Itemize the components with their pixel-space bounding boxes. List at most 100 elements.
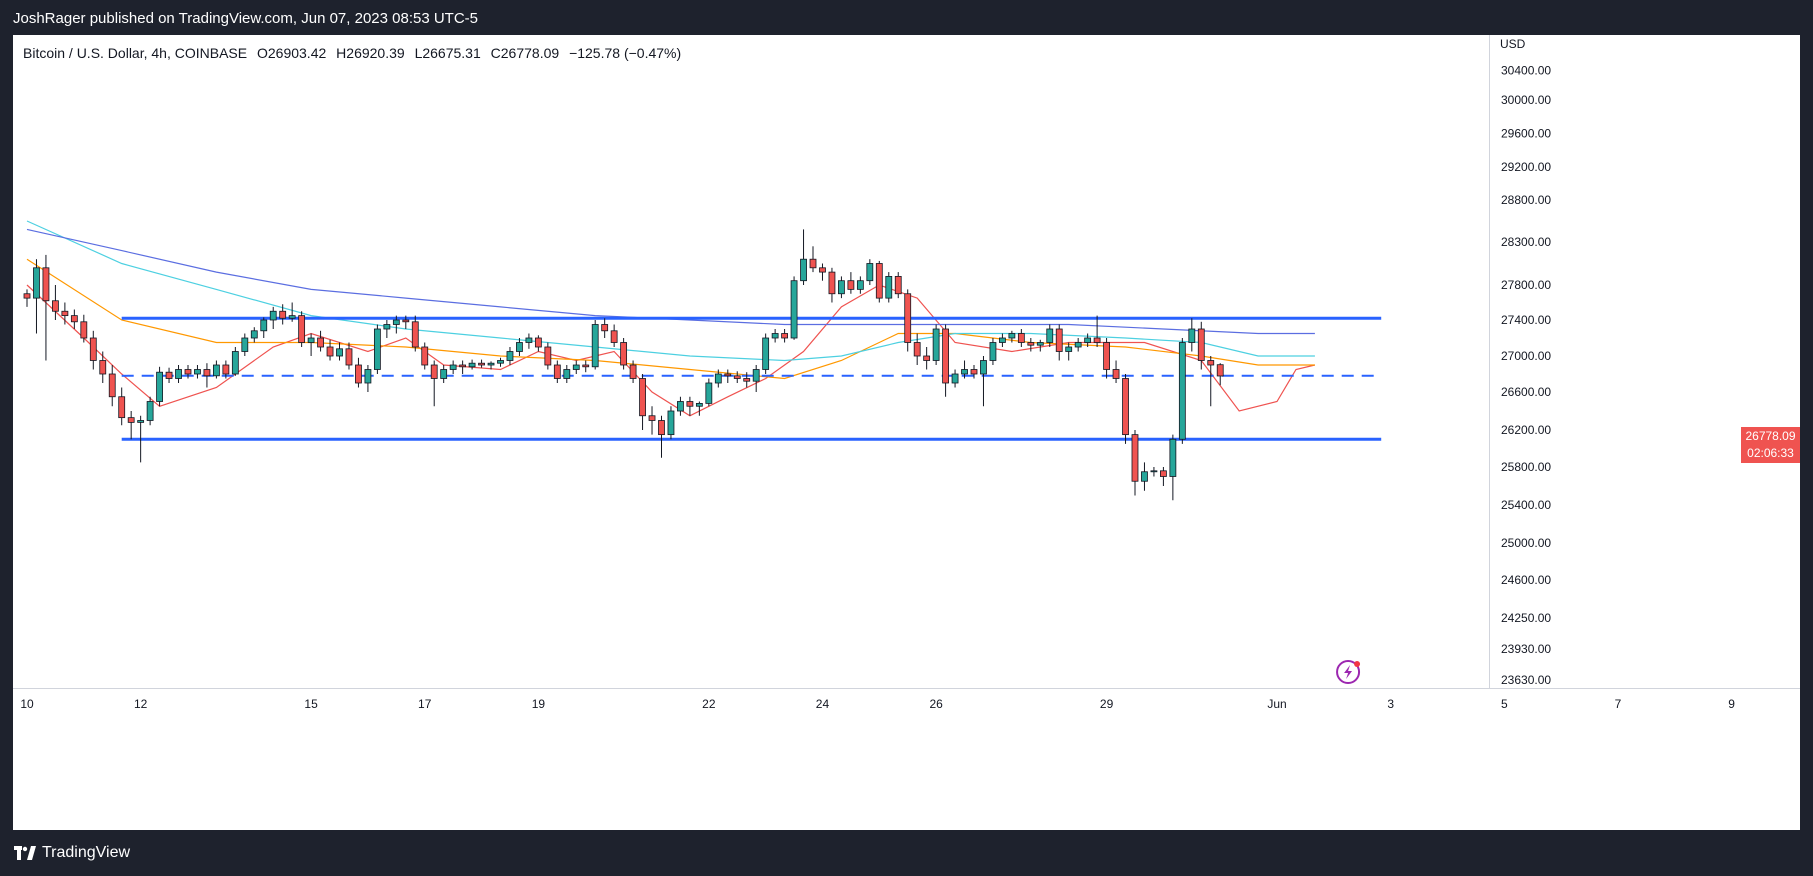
price-tick-label: 24250.00 (1501, 611, 1551, 625)
candle-body (222, 364, 230, 375)
candle-body (1027, 342, 1035, 346)
candle-body (440, 369, 448, 379)
candle (1131, 430, 1139, 496)
candle (781, 329, 788, 343)
low-value: L26675.31 (414, 45, 481, 61)
candle (440, 365, 448, 383)
candle-body (809, 258, 817, 269)
candle (298, 311, 306, 347)
candle-body (1103, 342, 1110, 370)
candle-body (534, 337, 542, 348)
candle (667, 406, 675, 440)
candle (724, 369, 732, 383)
time-tick-label: 19 (532, 697, 546, 711)
price-tick-label: 30400.00 (1501, 64, 1551, 78)
candle-body (620, 342, 628, 366)
candle (364, 365, 372, 392)
price-tick-label: 26200.00 (1501, 423, 1551, 437)
candle (241, 333, 249, 356)
candle-body (525, 337, 533, 343)
last-price-label: 26778.09 02:06:33 (1741, 427, 1800, 463)
candle-body (544, 346, 552, 366)
candle (572, 360, 580, 374)
candle (250, 327, 258, 343)
candle (677, 396, 684, 416)
candle-body (1055, 328, 1063, 352)
candle (1207, 356, 1215, 407)
candle-body (1141, 471, 1148, 482)
candle-body (108, 373, 116, 398)
candle (544, 342, 552, 370)
candle (23, 289, 31, 307)
candle (705, 378, 713, 407)
candle-body (819, 267, 826, 273)
price-chart[interactable]: USD 30400.00 30000.00 29600.00 29200.00 28800… (13, 35, 1800, 830)
candle (392, 315, 400, 334)
candle-body (667, 410, 675, 436)
tradingview-brand[interactable]: TradingView (14, 844, 130, 862)
candle (1103, 338, 1110, 379)
candle-body (894, 275, 902, 295)
candle (127, 411, 135, 440)
candle-body (961, 369, 968, 375)
candle (459, 360, 467, 374)
candle-body (345, 348, 353, 366)
candle-body (762, 337, 770, 370)
candle (336, 342, 343, 361)
candle-body (1122, 378, 1129, 436)
candle-body (137, 420, 145, 423)
chart-frame[interactable]: USD 30400.00 30000.00 29600.00 29200.00 28800… (13, 35, 1800, 830)
candle-body (714, 373, 722, 384)
candle-body (1160, 470, 1167, 477)
price-tick-label: 23630.00 (1501, 673, 1551, 687)
time-tick-label: 29 (1100, 697, 1114, 711)
last-price-value: 26778.09 (1745, 429, 1796, 443)
candle-body (89, 337, 97, 361)
candle (913, 333, 921, 365)
candle-body (269, 310, 277, 321)
candle (1008, 330, 1016, 343)
candle-body (1084, 337, 1092, 343)
price-tick-label: 28300.00 (1501, 235, 1551, 249)
candle (923, 347, 931, 370)
candle (591, 320, 599, 370)
candle-body (610, 330, 618, 343)
candle-body (989, 342, 997, 361)
candle (980, 356, 987, 407)
candle (203, 363, 211, 388)
time-tick-label: 22 (702, 697, 716, 711)
candle (1216, 363, 1224, 386)
candle-body (658, 420, 665, 436)
candle-body (80, 321, 88, 339)
price-tick-label: 29200.00 (1501, 160, 1551, 174)
candle (212, 360, 220, 379)
candle (42, 254, 50, 361)
candle-body (1008, 333, 1016, 339)
candle (847, 272, 855, 294)
price-tick-label: 27800.00 (1501, 278, 1551, 292)
candle (421, 342, 429, 370)
candle-body (478, 362, 485, 366)
candle (118, 387, 126, 426)
candle (961, 360, 968, 379)
candle-body (146, 401, 154, 421)
candle (61, 302, 69, 325)
candle (629, 360, 637, 383)
candle (790, 276, 798, 340)
candle (260, 317, 268, 338)
candle (989, 338, 997, 365)
candle (373, 324, 381, 374)
time-tick-label: 12 (134, 697, 148, 711)
candle-body (487, 362, 495, 366)
moving-average-line (26, 284, 1316, 417)
candle (478, 359, 485, 368)
time-tick-label: 10 (20, 697, 34, 711)
candle-body (856, 280, 864, 290)
candle (345, 342, 353, 370)
candle-body (885, 275, 893, 299)
candle-body (970, 369, 978, 375)
candle (743, 372, 751, 388)
candle (658, 415, 665, 458)
price-tick-label: 26600.00 (1501, 385, 1551, 399)
candle-body (430, 364, 438, 379)
